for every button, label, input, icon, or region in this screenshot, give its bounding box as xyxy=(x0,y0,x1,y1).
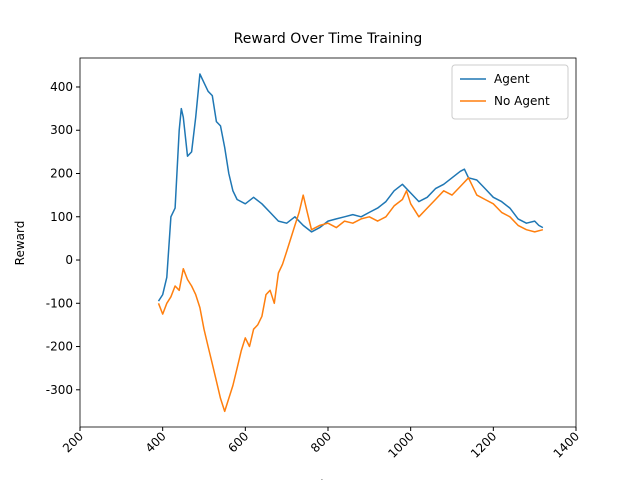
y-tick-label: 0 xyxy=(65,253,73,267)
x-tick-label: 1200 xyxy=(468,429,499,460)
x-tick-label: 1000 xyxy=(385,429,416,460)
line-series xyxy=(157,73,544,302)
line-series xyxy=(157,177,544,413)
x-tick-label: 400 xyxy=(143,429,169,455)
y-axis-label: Reward xyxy=(13,221,27,266)
y-tick-label: 400 xyxy=(50,80,73,94)
x-tick-label: 800 xyxy=(308,429,334,455)
y-tick-label: -300 xyxy=(46,383,73,397)
y-tick-label: -100 xyxy=(46,296,73,310)
y-tick-label: 200 xyxy=(50,167,73,181)
legend-label: No Agent xyxy=(494,94,550,108)
plot-frame xyxy=(79,57,577,428)
chart-title: Reward Over Time Training xyxy=(234,31,423,47)
legend-label: Agent xyxy=(494,72,530,86)
x-tick-label: 600 xyxy=(225,429,251,455)
x-tick-label: 200 xyxy=(60,429,86,455)
y-tick-label: -200 xyxy=(46,340,73,354)
y-tick-label: 300 xyxy=(50,123,73,137)
y-tick-label: 100 xyxy=(50,210,73,224)
x-axis-label: Time xyxy=(312,478,342,480)
x-tick-label: 1400 xyxy=(551,429,582,460)
